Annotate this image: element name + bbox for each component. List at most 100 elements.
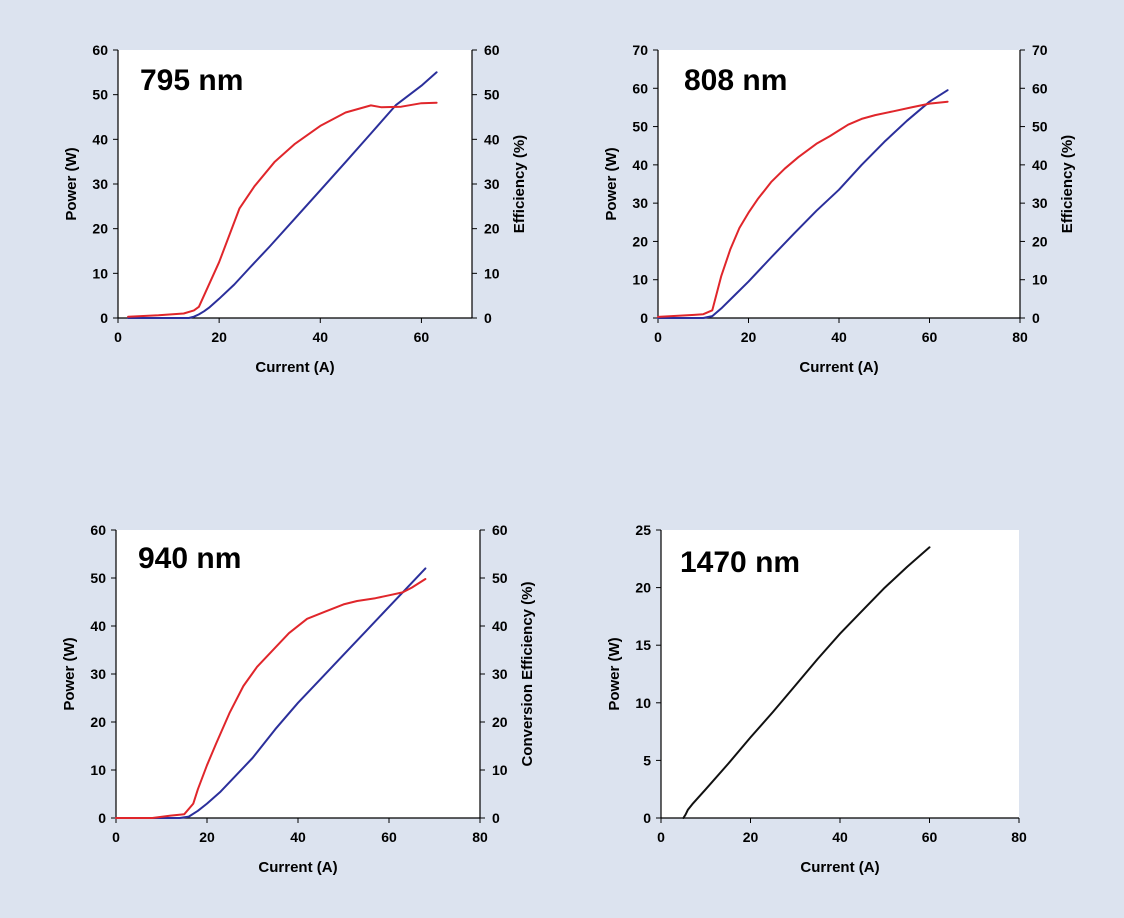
y2-tick-label-0: 0	[492, 810, 500, 826]
y-tick-label-50: 50	[92, 87, 108, 103]
y2-tick-label-70: 70	[1032, 42, 1048, 58]
y-tick-label-10: 10	[632, 272, 648, 288]
x-tick-label-60: 60	[922, 329, 938, 345]
x-tick-label-40: 40	[290, 829, 306, 845]
chart-1470nm: 0 20 40 60 80 0 5 10 15 20 25 Current (A) Power (W) 1…	[606, 522, 1027, 876]
y-tick-label-70: 70	[632, 42, 648, 58]
y-tick-label-40: 40	[90, 618, 106, 634]
x-axis-title: Current (A)	[255, 359, 334, 376]
y2-tick-label-60: 60	[1032, 80, 1048, 96]
y2-tick-label-30: 30	[1032, 195, 1048, 211]
y2-tick-label-20: 20	[1032, 233, 1048, 249]
series-line-efficiency	[127, 101, 438, 318]
y2-tick-label-40: 40	[484, 131, 500, 147]
chart-title: 1470 nm	[680, 546, 800, 579]
x-tick-label-0: 0	[657, 829, 665, 845]
y2-axis-title: Efficiency (%)	[1059, 135, 1076, 233]
y-tick-label-15: 15	[635, 637, 651, 653]
plot-area	[658, 50, 1020, 318]
y-tick-label-30: 30	[92, 176, 108, 192]
y-tick-label-20: 20	[90, 714, 106, 730]
y-tick-label-20: 20	[635, 580, 651, 596]
series-line-efficiency	[115, 578, 427, 819]
x-tick-label-0: 0	[112, 829, 120, 845]
y-tick-label-50: 50	[632, 119, 648, 135]
x-tick-label-20: 20	[743, 829, 759, 845]
y-tick-label-0: 0	[643, 810, 651, 826]
y-axis-title: Power (W)	[606, 637, 623, 710]
chart-title: 795 nm	[140, 64, 243, 97]
x-axis-title: Current (A)	[258, 859, 337, 876]
chart-panel-940nm: 0 20 40 60 80 0 10 20 30 40 50 60 0 10 20 30 40 50 60 Curre…	[0, 500, 560, 913]
series-line-power	[682, 546, 931, 819]
x-tick-label-80: 80	[472, 829, 488, 845]
x-tick-label-80: 80	[1012, 329, 1028, 345]
series-line-power	[115, 567, 427, 819]
y2-axis-title: Efficiency (%)	[511, 135, 528, 233]
x-tick-label-0: 0	[654, 329, 662, 345]
y2-tick-label-40: 40	[492, 618, 508, 634]
chart-808nm: 0 20 40 60 80010203040506070010203040506070C…	[603, 42, 1076, 376]
x-tick-label-20: 20	[741, 329, 757, 345]
y-tick-label-50: 50	[90, 570, 106, 586]
y-tick-label-10: 10	[90, 762, 106, 778]
plot-area	[661, 530, 1019, 818]
y-tick-label-10: 10	[92, 265, 108, 281]
chart-title: 940 nm	[138, 542, 241, 575]
y-axis-title: Power (W)	[63, 147, 80, 220]
chart-title: 808 nm	[684, 64, 787, 97]
y2-tick-label-0: 0	[484, 310, 492, 326]
x-tick-label-40: 40	[832, 829, 848, 845]
chart-795nm: 0 20 40 60 0 10 20 30 40 50 60 0 10 20 30 40 50 60 Current…	[63, 42, 528, 376]
y-tick-label-40: 40	[632, 157, 648, 173]
y-tick-label-0: 0	[640, 310, 648, 326]
y-tick-label-40: 40	[92, 131, 108, 147]
series-line-power	[127, 71, 438, 319]
y-tick-label-60: 60	[632, 80, 648, 96]
y-tick-label-30: 30	[90, 666, 106, 682]
y2-axis-title: Conversion Efficiency (%)	[519, 581, 536, 766]
x-tick-label-20: 20	[211, 329, 227, 345]
chart-940nm: 0 20 40 60 8001020304050600102030405060Curre…	[61, 522, 536, 876]
chart-panel-795nm: 0 20 40 60 0 10 20 30 40 50 60 0 10 20 30 40 50 60 Current…	[0, 0, 560, 420]
x-tick-label-60: 60	[922, 829, 938, 845]
y2-tick-label-50: 50	[1032, 119, 1048, 135]
x-tick-label-40: 40	[831, 329, 847, 345]
x-tick-label-60: 60	[414, 329, 430, 345]
y-tick-label-0: 0	[98, 810, 106, 826]
series-line-efficiency	[657, 100, 949, 318]
x-axis-title: Current (A)	[799, 359, 878, 376]
series-line-power	[657, 89, 949, 319]
y2-tick-label-10: 10	[484, 265, 500, 281]
x-tick-label-20: 20	[199, 829, 215, 845]
y-tick-label-10: 10	[635, 695, 651, 711]
y-tick-label-20: 20	[632, 233, 648, 249]
y-tick-label-5: 5	[643, 752, 651, 768]
chart-panel-808nm: 0 20 40 60 80 0 10 20 30 40 50 60 70 0 10 20 30 40 50 60 70 C…	[560, 0, 1124, 420]
plot-area	[116, 530, 480, 818]
y2-tick-label-20: 20	[492, 714, 508, 730]
y-axis-title: Power (W)	[603, 147, 620, 220]
y2-tick-label-10: 10	[492, 762, 508, 778]
y-tick-label-60: 60	[92, 42, 108, 58]
x-tick-label-60: 60	[381, 829, 397, 845]
x-tick-label-40: 40	[312, 329, 328, 345]
plot-area	[118, 50, 472, 318]
y-tick-label-60: 60	[90, 522, 106, 538]
x-axis-title: Current (A)	[800, 859, 879, 876]
y2-tick-label-60: 60	[484, 42, 500, 58]
y2-tick-label-10: 10	[1032, 272, 1048, 288]
y2-tick-label-60: 60	[492, 522, 508, 538]
y-tick-label-30: 30	[632, 195, 648, 211]
y2-tick-label-50: 50	[484, 87, 500, 103]
chart-panel-1470nm: 0 20 40 60 80 0 5 10 15 20 25 Current (A) Power (W) 1…	[560, 500, 1124, 913]
x-tick-label-80: 80	[1011, 829, 1027, 845]
y2-tick-label-40: 40	[1032, 157, 1048, 173]
y2-tick-label-20: 20	[484, 221, 500, 237]
y2-tick-label-30: 30	[492, 666, 508, 682]
y2-tick-label-50: 50	[492, 570, 508, 586]
y-tick-label-20: 20	[92, 221, 108, 237]
y2-tick-label-30: 30	[484, 176, 500, 192]
y2-tick-label-0: 0	[1032, 310, 1040, 326]
y-tick-label-0: 0	[100, 310, 108, 326]
